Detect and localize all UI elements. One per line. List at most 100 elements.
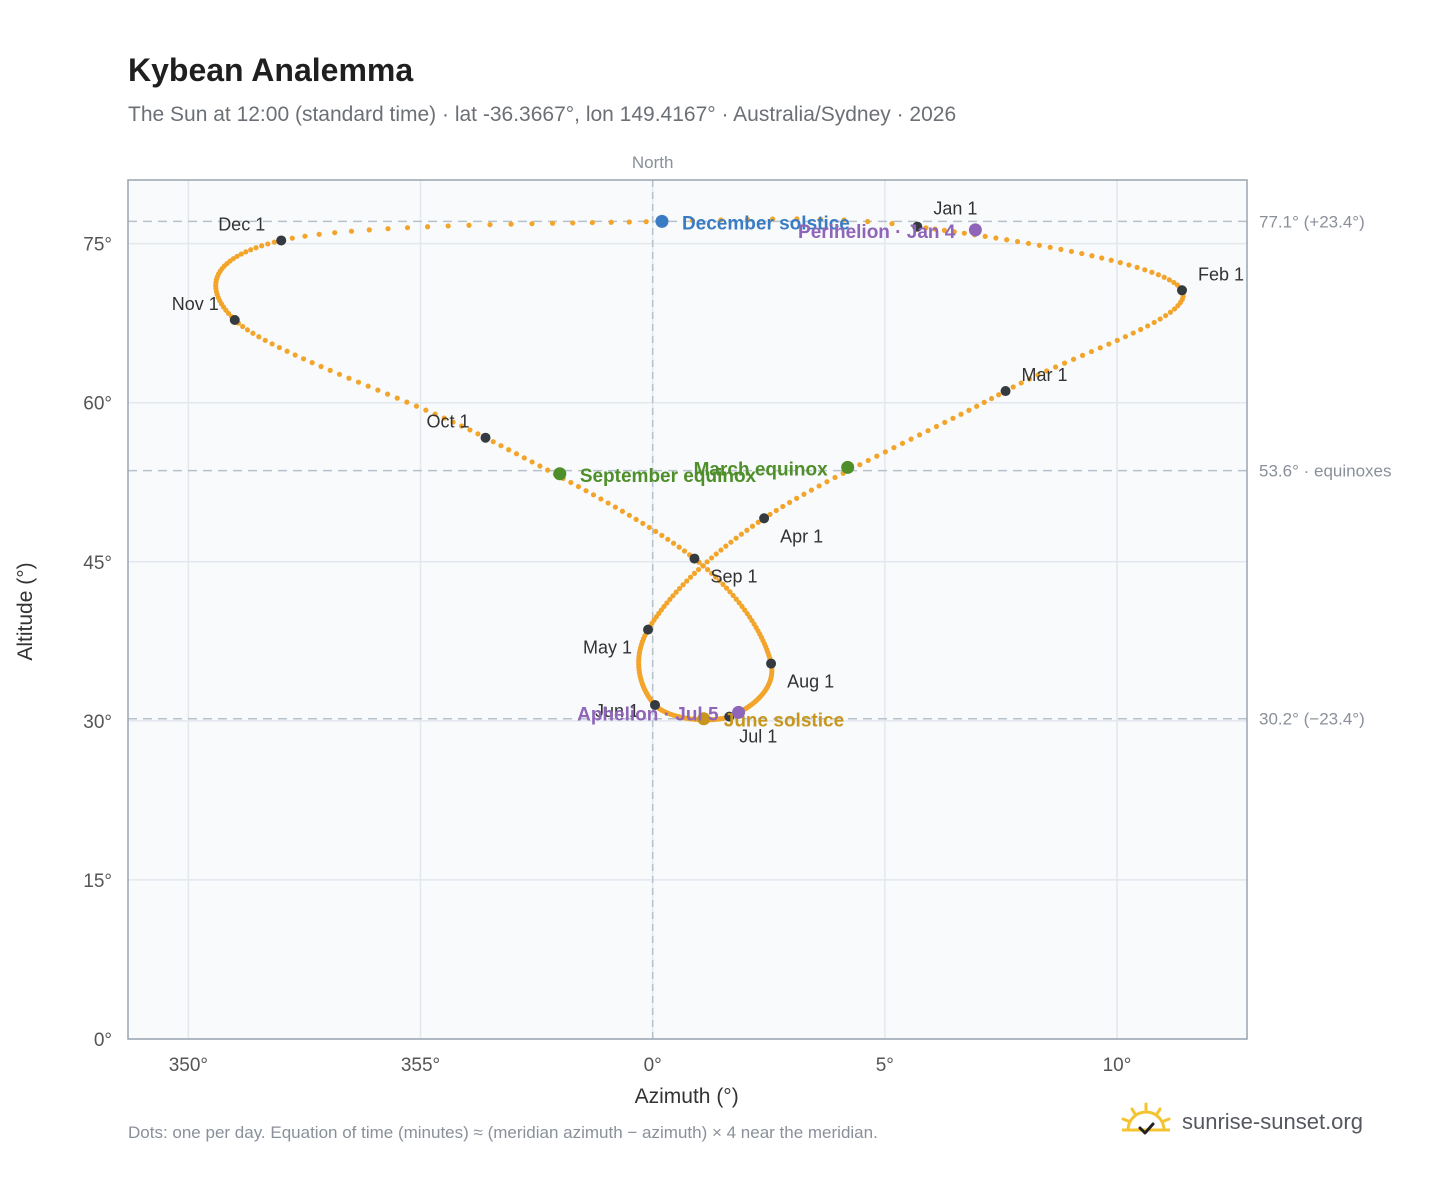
- daily-sun-dot: [498, 443, 504, 449]
- daily-sun-dot: [424, 224, 431, 230]
- daily-sun-dot: [300, 356, 307, 362]
- chart-subtitle: The Sun at 12:00 (standard time) · lat -…: [128, 103, 957, 126]
- y-tick-label: 0°: [94, 1030, 112, 1051]
- axes: 350° 355° 0° 5° 10° 0° 15° 30° 45° 60° 75° Azimuth …: [14, 153, 1392, 1108]
- brand[interactable]: sunrise-sunset.org: [1120, 1100, 1363, 1144]
- daily-sun-dot: [404, 225, 411, 231]
- event-label: Aphelion · Jul 5: [577, 704, 719, 725]
- daily-sun-dot: [681, 548, 688, 554]
- month-marker: [276, 235, 287, 246]
- daily-sun-dot: [899, 440, 906, 446]
- daily-sun-dot: [996, 392, 1002, 398]
- daily-sun-dot: [1114, 337, 1120, 343]
- daily-sun-dot: [889, 221, 895, 227]
- daily-sun-dot: [1053, 364, 1059, 370]
- daily-sun-dot: [676, 544, 682, 550]
- daily-sun-dot: [670, 540, 677, 546]
- daily-sun-dot: [908, 436, 914, 442]
- daily-sun-dot: [728, 539, 734, 545]
- event-marker: [697, 712, 711, 726]
- daily-sun-dot: [1004, 237, 1010, 243]
- daily-sun-dot: [608, 219, 614, 225]
- month-marker: [689, 553, 700, 564]
- daily-sun-dot: [709, 570, 715, 576]
- daily-sun-dot: [332, 230, 338, 236]
- daily-sun-dot: [744, 216, 751, 222]
- daily-sun-dot: [988, 395, 995, 402]
- month-marker: [912, 221, 923, 232]
- daily-sun-dot: [513, 451, 520, 457]
- daily-sun-dot: [256, 334, 262, 340]
- daily-sun-dot: [1171, 279, 1177, 286]
- daily-sun-dot: [700, 563, 706, 569]
- daily-sun-dot: [234, 253, 240, 259]
- daily-sun-dot: [720, 581, 726, 588]
- daily-sun-dot: [1010, 384, 1016, 390]
- daily-sun-dot: [244, 327, 251, 333]
- event-label: March equinox: [694, 459, 829, 480]
- daily-sun-dot: [981, 399, 987, 405]
- month-label: Jun 1: [595, 701, 639, 721]
- daily-sun-dot: [346, 375, 352, 381]
- daily-sun-dot: [950, 415, 956, 421]
- daily-sun-dot: [916, 432, 923, 438]
- daily-sun-dot: [961, 230, 967, 236]
- event-marker: [732, 705, 746, 719]
- daily-sun-dot: [589, 219, 595, 226]
- daily-sun-dot: [292, 352, 298, 358]
- event-label: Perihelion · Jan 4: [798, 222, 956, 243]
- daily-sun-dot: [958, 411, 964, 417]
- daily-sun-dot: [490, 439, 496, 445]
- daily-sun-dot: [1061, 360, 1068, 366]
- daily-sun-dot: [238, 251, 244, 257]
- daily-sun-dot: [691, 570, 698, 577]
- daily-sun-dot: [704, 559, 710, 565]
- plot-area: [128, 180, 1247, 1039]
- daily-sun-dot: [450, 419, 456, 425]
- daily-sun-dot: [394, 395, 400, 401]
- daily-sun-dot: [467, 427, 473, 433]
- daily-sun-dot: [923, 225, 929, 231]
- reference-line-label: 77.1° (+23.4°): [1259, 212, 1365, 231]
- daily-sun-dot: [891, 444, 897, 451]
- daily-sun-dot: [738, 531, 745, 537]
- daily-sun-dot: [318, 363, 324, 370]
- daily-sun-dot: [808, 487, 815, 493]
- daily-sun-dot: [773, 507, 779, 514]
- daily-sun-dot: [1079, 352, 1086, 358]
- daily-sun-dot: [355, 379, 362, 385]
- daily-sun-dot: [874, 453, 880, 459]
- daily-sun-dot: [248, 247, 254, 253]
- daily-sun-dot: [568, 479, 574, 486]
- reference-line-label: 30.2° (−23.4°): [1259, 710, 1365, 729]
- daily-sun-dot: [1106, 341, 1112, 347]
- daily-sun-dot: [794, 216, 800, 222]
- daily-sun-dot: [925, 428, 931, 434]
- daily-sun-dot: [865, 457, 871, 464]
- daily-sun-dot: [643, 219, 649, 225]
- daily-sun-dot: [1058, 246, 1064, 252]
- daily-sun-dot: [605, 500, 611, 506]
- footer-note: Dots: one per day. Equation of time (min…: [128, 1123, 878, 1142]
- daily-sun-dot: [1047, 244, 1053, 250]
- daily-sun-dot: [1117, 260, 1123, 266]
- daily-sun-dot: [583, 488, 589, 494]
- daily-sun-dot: [549, 220, 556, 226]
- daily-sun-dot: [993, 235, 999, 241]
- month-marker: [759, 513, 770, 524]
- daily-sun-dot: [664, 600, 670, 606]
- daily-sun-dot: [1145, 323, 1151, 329]
- daily-sun-dot: [689, 218, 696, 224]
- daily-sun-dot: [974, 403, 980, 409]
- daily-sun-dot: [537, 463, 543, 469]
- daily-sun-dot: [1175, 303, 1181, 309]
- daily-sun-dot: [545, 467, 551, 473]
- month-label: Aug 1: [787, 672, 834, 692]
- daily-sun-dot: [727, 589, 733, 595]
- daily-sun-dot: [1134, 264, 1140, 270]
- daily-sun-dot: [1018, 380, 1024, 386]
- daily-sun-dot: [857, 462, 863, 468]
- daily-sun-dot: [865, 218, 871, 225]
- daily-sun-dot: [441, 415, 447, 421]
- daily-sun-dot: [723, 585, 730, 591]
